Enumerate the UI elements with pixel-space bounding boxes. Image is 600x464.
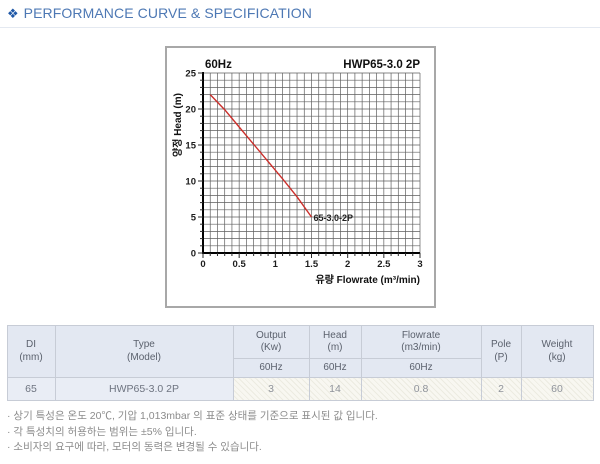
spec-table: DI (mm) Type (Model) Output (Kw) Head (m… (6, 325, 594, 401)
curve-series-label: 65-3.0-2P (313, 213, 353, 223)
chart-model-label: HWP65-3.0 2P (343, 59, 420, 71)
svg-text:15: 15 (185, 141, 196, 152)
svg-text:1: 1 (272, 259, 278, 270)
diamond-icon: ❖ (7, 5, 19, 21)
cell-type: HWP65-3.0 2P (54, 377, 234, 401)
chart-grid (202, 72, 420, 254)
cell-output: 3 (232, 377, 310, 401)
footnote-motor-power: · 소비자의 요구에 따라, 모터의 동력은 변경될 수 있습니다. (7, 441, 262, 453)
svg-text:2: 2 (345, 259, 350, 270)
col-header-flowrate: Flowrate (m3/min) (360, 325, 482, 359)
chart-axes (201, 72, 420, 254)
footnote-standard-conditions: · 상기 특성은 온도 20℃, 기압 1,013mbar 의 표준 상태를 기… (7, 410, 378, 422)
svg-text:20: 20 (185, 105, 196, 116)
svg-text:0.5: 0.5 (232, 259, 246, 270)
cell-head: 14 (308, 377, 362, 401)
subheader-head-freq: 60Hz (308, 358, 362, 378)
performance-chart-box: 0 0.5 1 1.5 2 2.5 3 0 5 10 15 20 25 60Hz HWP65-3.0 2… (164, 46, 436, 308)
col-header-output: Output (Kw) (232, 325, 310, 359)
cell-flowrate: 0.8 (360, 377, 482, 401)
col-header-pole: Pole (P) (480, 325, 522, 378)
subheader-output-freq: 60Hz (232, 358, 310, 378)
svg-text:2.5: 2.5 (377, 259, 391, 270)
col-header-di: DI (mm) (6, 325, 56, 378)
chart-tick-labels: 0 0.5 1 1.5 2 2.5 3 0 5 10 15 20 25 (185, 69, 422, 271)
cell-pole: 2 (480, 377, 522, 401)
svg-text:10: 10 (185, 177, 196, 188)
subheader-flowrate-freq: 60Hz (360, 358, 482, 378)
chart-ticks (197, 72, 420, 258)
page-title: PERFORMANCE CURVE & SPECIFICATION (23, 5, 312, 21)
cell-weight: 60 (520, 377, 594, 401)
col-header-weight: Weight (kg) (520, 325, 594, 378)
svg-text:0: 0 (200, 259, 205, 270)
svg-text:25: 25 (185, 69, 196, 80)
footnotes: · 상기 특성은 온도 20℃, 기압 1,013mbar 의 표준 상태를 기… (7, 409, 600, 456)
svg-text:1.5: 1.5 (304, 259, 318, 270)
svg-text:5: 5 (190, 213, 196, 224)
chart-y-axis-label: 양정 Head (m) (171, 93, 184, 157)
svg-text:3: 3 (417, 259, 422, 270)
performance-chart: 0 0.5 1 1.5 2 2.5 3 0 5 10 15 20 25 60Hz HWP65-3.0 2… (171, 59, 423, 286)
svg-text:0: 0 (190, 249, 195, 260)
footnote-tolerance: · 각 특성치의 허용하는 범위는 ±5% 입니다. (7, 425, 197, 438)
performance-curve (209, 94, 312, 218)
cell-di: 65 (6, 377, 56, 401)
col-header-type: Type (Model) (54, 325, 234, 378)
page-header: ❖ PERFORMANCE CURVE & SPECIFICATION (0, 0, 600, 28)
col-header-head: Head (m) (308, 325, 362, 359)
table-row: 65 HWP65-3.0 2P 3 14 0.8 2 60 (6, 377, 594, 401)
chart-frequency-label: 60Hz (205, 59, 232, 71)
chart-x-axis-label: 유량 Flowrate (m³/min) (315, 274, 420, 286)
